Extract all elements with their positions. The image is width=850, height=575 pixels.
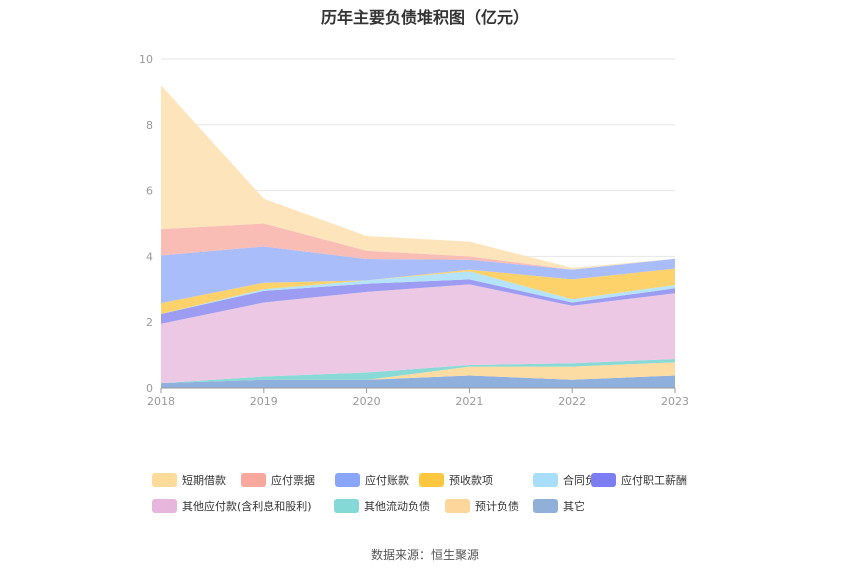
- area-series: [161, 268, 675, 314]
- legend-item[interactable]: 预收款项: [419, 472, 493, 488]
- y-tick-label: 2: [146, 316, 153, 329]
- legend-item[interactable]: 应付职工薪酬: [591, 472, 687, 488]
- x-tick-label: 2019: [250, 395, 278, 408]
- legend-swatch: [152, 473, 177, 487]
- legend-item[interactable]: 应付票据: [241, 472, 315, 488]
- legend-swatch: [419, 473, 444, 487]
- legend-label: 短期借款: [182, 474, 226, 487]
- legend-item[interactable]: 应付账款: [335, 472, 409, 488]
- legend-swatch: [334, 499, 359, 513]
- legend-label: 应付票据: [271, 474, 315, 487]
- legend-swatch: [335, 473, 360, 487]
- y-tick-label: 6: [146, 185, 153, 198]
- area-series-layer: [161, 85, 675, 388]
- legend-label: 应付职工薪酬: [621, 474, 687, 487]
- x-tick-label: 2018: [147, 395, 175, 408]
- legend-label: 应付账款: [365, 474, 409, 487]
- source-note: 数据来源：恒生聚源: [370, 548, 479, 562]
- x-tick-label: 2021: [455, 395, 483, 408]
- legend-label: 预收款项: [449, 474, 493, 487]
- y-tick-label: 8: [146, 119, 153, 132]
- y-tick-label: 0: [146, 382, 153, 395]
- y-tick-label: 10: [139, 53, 153, 66]
- legend-label: 其他流动负债: [364, 500, 430, 513]
- area-series: [161, 246, 675, 304]
- legend-item[interactable]: 其他流动负债: [334, 498, 430, 514]
- legend-item[interactable]: 其它: [533, 498, 585, 514]
- chart-title: 历年主要负债堆积图（亿元）: [320, 8, 529, 27]
- area-series: [161, 359, 675, 384]
- x-tick-label: 2022: [558, 395, 586, 408]
- legend-item[interactable]: 预计负债: [445, 498, 519, 514]
- legend-item[interactable]: 其他应付款(含利息和股利): [152, 498, 312, 514]
- x-tick-label: 2023: [661, 395, 689, 408]
- area-series: [161, 223, 675, 270]
- area-series: [161, 271, 675, 314]
- legend-swatch: [445, 499, 470, 513]
- area-series: [161, 375, 675, 388]
- area-series: [161, 85, 675, 270]
- legend-swatch: [152, 499, 177, 513]
- legend-label: 预计负债: [475, 500, 519, 513]
- area-series: [161, 279, 675, 324]
- x-tick-label: 2020: [353, 395, 381, 408]
- legend-swatch: [533, 473, 558, 487]
- axes: 0 2 4 6 8 10 2018 2019 2020 2021 2022 2023: [139, 53, 689, 408]
- area-series: [161, 362, 675, 384]
- legend-item[interactable]: 短期借款: [152, 472, 226, 488]
- legend-swatch: [533, 499, 558, 513]
- legend-label: 其它: [563, 500, 585, 513]
- legend-swatch: [241, 473, 266, 487]
- area-series: [161, 284, 675, 384]
- legend-swatch: [591, 473, 616, 487]
- y-tick-label: 4: [146, 250, 153, 263]
- legend-label: 其他应付款(含利息和股利): [182, 500, 312, 513]
